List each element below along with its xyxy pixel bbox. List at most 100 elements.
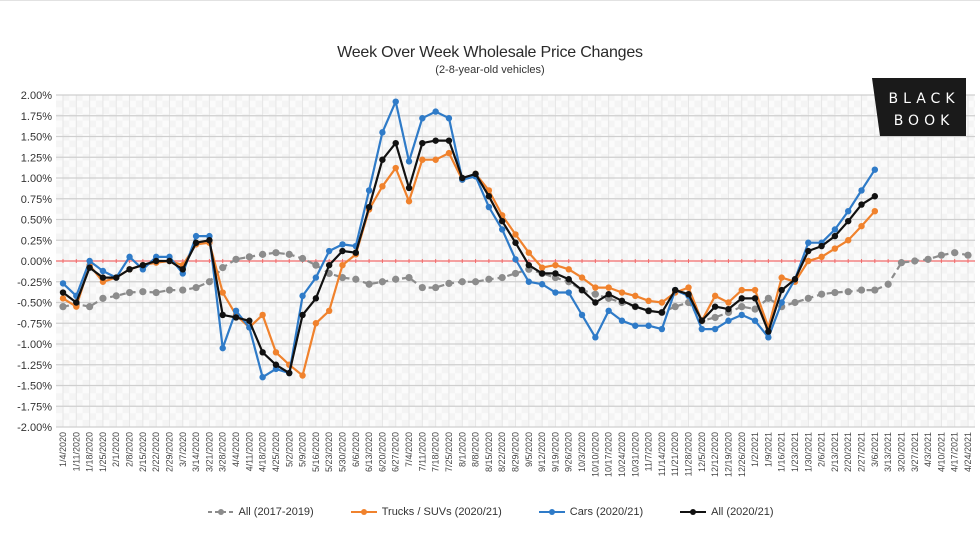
x-tick-label: 3/27/2021 xyxy=(910,432,920,472)
data-point xyxy=(259,250,267,258)
x-tick-label: 5/2/2020 xyxy=(284,432,294,467)
data-point xyxy=(884,280,892,288)
x-tick-label: 8/1/2020 xyxy=(457,432,467,467)
data-point xyxy=(338,274,347,282)
x-tick-label: 6/20/2020 xyxy=(377,432,387,472)
data-point xyxy=(126,253,133,261)
data-point xyxy=(765,334,772,341)
data-point xyxy=(485,193,493,200)
data-point xyxy=(871,208,879,215)
x-tick-label: 7/18/2020 xyxy=(431,432,441,472)
data-point xyxy=(299,311,306,319)
x-tick-label: 6/13/2020 xyxy=(364,432,374,472)
series-group xyxy=(59,98,972,381)
y-tick-label: -0.25% xyxy=(17,277,52,289)
data-point xyxy=(512,231,519,238)
data-point xyxy=(858,222,865,230)
data-point xyxy=(658,325,666,333)
y-tick-label: -1.50% xyxy=(17,381,52,393)
data-point xyxy=(632,303,639,310)
data-point xyxy=(232,255,240,263)
data-point xyxy=(379,129,386,136)
data-point xyxy=(725,317,732,324)
data-point xyxy=(605,307,612,314)
x-tick-label: 2/15/2020 xyxy=(138,432,148,472)
data-point xyxy=(818,242,825,250)
y-tick-label: -0.50% xyxy=(17,298,52,310)
data-point xyxy=(711,325,719,333)
data-point xyxy=(845,237,852,244)
data-point xyxy=(125,288,134,297)
x-tick-label: 11/7/2020 xyxy=(644,432,654,471)
legend: All (2017-2019) Trucks / SUVs (2020/21) … xyxy=(0,506,980,518)
data-point xyxy=(844,288,852,296)
data-point xyxy=(897,259,906,267)
data-point xyxy=(804,294,812,302)
data-point xyxy=(112,292,120,300)
y-tick-label: 2.00% xyxy=(21,90,52,102)
legend-label: All (2020/21) xyxy=(711,506,774,518)
x-tick-label: 10/24/2020 xyxy=(617,432,627,477)
data-point xyxy=(312,274,320,281)
data-point xyxy=(245,253,253,261)
data-point xyxy=(565,289,572,296)
data-point xyxy=(552,289,559,296)
data-point xyxy=(379,156,386,163)
legend-item-trucks-suvs[interactable]: Trucks / SUVs (2020/21) xyxy=(350,506,502,518)
data-point xyxy=(578,274,586,281)
data-point xyxy=(698,325,706,333)
legend-item-all-2017-2019[interactable]: All (2017-2019) xyxy=(207,506,314,518)
data-point xyxy=(259,311,266,319)
data-point xyxy=(512,239,519,246)
data-point xyxy=(538,270,546,277)
data-point xyxy=(498,217,506,225)
data-point xyxy=(778,299,785,306)
legend-item-cars[interactable]: Cars (2020/21) xyxy=(538,506,643,518)
x-tick-label: 12/26/2020 xyxy=(737,432,747,477)
data-point xyxy=(632,322,639,329)
data-point xyxy=(592,334,599,341)
x-tick-label: 4/3/2021 xyxy=(923,432,933,467)
x-tick-label: 4/10/2021 xyxy=(936,432,946,472)
x-tick-label: 3/7/2020 xyxy=(178,432,188,467)
x-tick-label: 2/22/2020 xyxy=(151,432,161,472)
data-point xyxy=(392,98,399,105)
data-point xyxy=(459,174,466,182)
data-point xyxy=(285,250,293,258)
data-point xyxy=(725,305,732,313)
data-point xyxy=(392,275,400,283)
data-point xyxy=(59,303,67,311)
y-tick-label: -0.75% xyxy=(17,318,52,330)
x-tick-label: 12/12/2020 xyxy=(710,432,720,477)
data-point xyxy=(738,303,746,311)
data-point xyxy=(219,344,226,352)
x-tick-label: 8/22/2020 xyxy=(497,432,507,472)
legend-marker-gray xyxy=(207,509,234,515)
data-point xyxy=(219,264,227,272)
data-point xyxy=(711,303,719,310)
x-tick-label: 1/11/2020 xyxy=(71,432,81,471)
legend-item-all-2020-21[interactable]: All (2020/21) xyxy=(679,506,774,518)
data-point xyxy=(511,269,520,278)
data-point xyxy=(538,264,546,271)
data-point xyxy=(192,283,200,292)
x-tick-label: 10/17/2020 xyxy=(604,432,614,477)
logo-line2: BOOK xyxy=(894,113,955,129)
data-point xyxy=(392,164,399,172)
data-point xyxy=(59,295,67,302)
x-axis: 1/4/2020 1/11/2020 1/18/2020 1/25/2020 2/1/2… xyxy=(58,432,973,477)
data-point xyxy=(698,317,706,324)
data-point xyxy=(405,184,413,192)
data-point xyxy=(325,261,333,269)
data-point xyxy=(219,289,226,296)
data-point xyxy=(152,288,160,297)
chart-title: Week Over Week Wholesale Price Changes xyxy=(337,44,643,61)
data-point xyxy=(378,278,387,286)
data-point xyxy=(312,320,320,327)
legend-marker-blue xyxy=(538,509,565,515)
data-point xyxy=(286,369,293,377)
data-point xyxy=(298,254,307,263)
data-point xyxy=(751,286,759,294)
y-tick-label: -2.00% xyxy=(17,422,52,434)
x-tick-label: 8/29/2020 xyxy=(511,432,521,472)
